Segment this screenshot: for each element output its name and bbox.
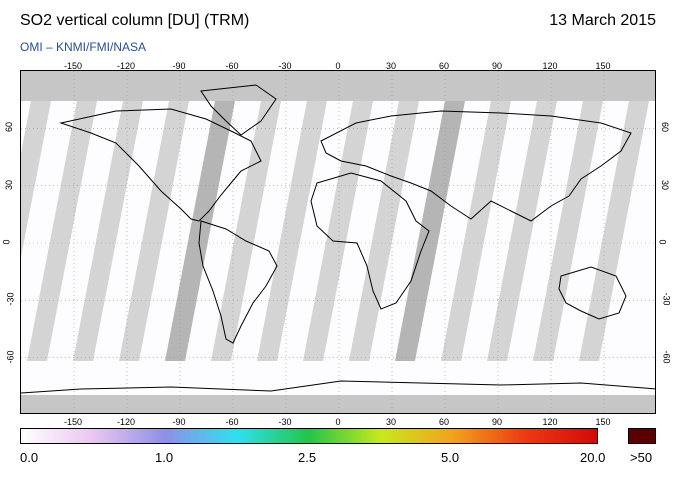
lon-tick-bottom-9: 120 bbox=[542, 417, 558, 427]
lon-tick-top-7: 60 bbox=[438, 61, 450, 71]
lon-tick-top-5: 0 bbox=[335, 61, 341, 71]
map-title: SO2 vertical column [DU] (TRM) bbox=[20, 12, 250, 29]
orbit-gap-swath-6 bbox=[257, 101, 327, 361]
antarctica-coast bbox=[21, 380, 655, 394]
orbit-gap-swath-10 bbox=[441, 101, 511, 361]
orbit-gap-swath-3 bbox=[119, 101, 189, 361]
lon-tick-top-4: -30 bbox=[278, 61, 292, 71]
lon-tick-bottom-6: 30 bbox=[385, 417, 397, 427]
orbit-gap-swath-0 bbox=[21, 101, 51, 257]
australia-coast bbox=[558, 266, 627, 320]
colorbar-gradient bbox=[20, 428, 598, 444]
lon-tick-bottom-4: -30 bbox=[278, 417, 292, 427]
north-america-coast bbox=[59, 108, 262, 222]
lat-tick-right-1: 30 bbox=[660, 179, 671, 190]
colorbar-label-3: 5.0 bbox=[441, 450, 460, 465]
lat-tick-right-4: -60 bbox=[661, 350, 672, 364]
lon-tick-top-6: 30 bbox=[385, 61, 397, 71]
data-credit: OMI – KNMI/FMI/NASA bbox=[20, 40, 147, 54]
colorbar-label-1: 1.0 bbox=[155, 450, 174, 465]
north-no-data-region bbox=[21, 71, 655, 101]
lon-tick-top-0: -150 bbox=[63, 61, 83, 71]
lon-tick-top-3: -60 bbox=[225, 61, 239, 71]
world-map bbox=[20, 70, 656, 414]
orbit-gap-swath-7 bbox=[303, 101, 373, 361]
colorbar-max-swatch bbox=[628, 428, 656, 444]
lon-tick-bottom-3: -60 bbox=[225, 417, 239, 427]
lon-tick-top-10: 150 bbox=[595, 61, 611, 71]
colorbar-label-0: 0.0 bbox=[20, 450, 39, 465]
lat-tick-left-2: 0 bbox=[1, 239, 12, 245]
greenland-coast bbox=[200, 84, 277, 136]
lon-tick-top-8: 90 bbox=[491, 61, 503, 71]
lon-tick-top-1: -120 bbox=[116, 61, 136, 71]
lat-tick-left-4: -60 bbox=[5, 350, 16, 364]
map-date: 13 March 2015 bbox=[549, 12, 656, 29]
lon-tick-bottom-10: 150 bbox=[595, 417, 611, 427]
lat-tick-right-0: 60 bbox=[660, 122, 671, 133]
lon-tick-bottom-1: -120 bbox=[116, 417, 136, 427]
colorbar-label-5: >50 bbox=[630, 450, 653, 465]
coastlines bbox=[21, 84, 655, 394]
south-no-data-region bbox=[21, 395, 655, 413]
orbit-gap-swath-2 bbox=[73, 101, 143, 361]
lon-tick-bottom-8: 90 bbox=[491, 417, 503, 427]
africa-coast bbox=[310, 172, 430, 310]
orbit-gap-swath-12 bbox=[533, 101, 603, 361]
lon-tick-bottom-0: -150 bbox=[63, 417, 83, 427]
orbit-gap-swath-11 bbox=[487, 101, 557, 361]
lat-tick-right-2: 0 bbox=[657, 239, 668, 245]
orbit-gap-swath-13 bbox=[579, 101, 649, 361]
orbit-gap-swath-8 bbox=[349, 101, 419, 361]
lon-tick-bottom-5: 0 bbox=[335, 417, 341, 427]
orbit-gap-swath-9 bbox=[395, 101, 465, 361]
lon-tick-top-9: 120 bbox=[542, 61, 558, 71]
graticule bbox=[21, 71, 655, 413]
lat-tick-left-3: -30 bbox=[5, 292, 16, 306]
lat-tick-left-0: 60 bbox=[4, 122, 15, 133]
orbit-gap-swath-5 bbox=[211, 101, 281, 361]
eurasia-coast bbox=[320, 110, 632, 222]
lat-tick-left-1: 30 bbox=[4, 179, 15, 190]
lon-tick-bottom-7: 60 bbox=[438, 417, 450, 427]
colorbar-label-2: 2.5 bbox=[298, 450, 317, 465]
orbit-gap-swath-1 bbox=[27, 101, 97, 361]
lon-tick-bottom-2: -90 bbox=[172, 417, 186, 427]
lat-tick-right-3: -30 bbox=[661, 292, 672, 306]
south-america-coast bbox=[198, 220, 278, 344]
lon-tick-top-2: -90 bbox=[172, 61, 186, 71]
orbit-gap-swaths bbox=[21, 101, 649, 361]
colorbar-label-4: 20.0 bbox=[580, 450, 606, 465]
